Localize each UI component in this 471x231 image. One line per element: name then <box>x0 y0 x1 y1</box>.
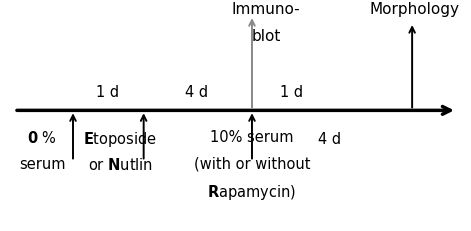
Text: serum: serum <box>19 156 65 171</box>
Text: or $\mathbf{N}$utlin: or $\mathbf{N}$utlin <box>88 156 153 172</box>
Text: $\mathbf{E}$toposide: $\mathbf{E}$toposide <box>83 129 157 148</box>
Text: blot: blot <box>252 29 281 44</box>
Text: 4 d: 4 d <box>185 84 209 99</box>
Text: 4 d: 4 d <box>318 132 341 147</box>
Text: 10% serum: 10% serum <box>210 129 294 144</box>
Text: Immuno-: Immuno- <box>232 2 300 17</box>
Text: 1 d: 1 d <box>280 84 304 99</box>
Text: 1 d: 1 d <box>96 84 119 99</box>
Text: $\mathbf{R}$apamycin): $\mathbf{R}$apamycin) <box>207 182 297 201</box>
Text: $\mathbf{0}$ %: $\mathbf{0}$ % <box>27 129 57 145</box>
Text: (with or without: (with or without <box>194 156 310 171</box>
Text: Morphology: Morphology <box>369 2 460 17</box>
